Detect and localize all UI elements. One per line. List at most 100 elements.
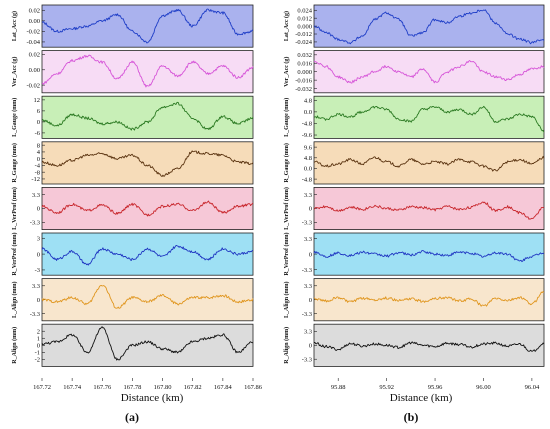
x-tick-label: 167.80 [154,384,172,391]
y-tick-label: 0 [309,206,312,213]
y-tick-label: 3.3 [304,329,312,336]
x-tick-label: 167.82 [184,384,202,391]
y-tick-label: -12 [31,176,40,183]
series-line [313,291,545,307]
y-tick-label: -0.024 [295,39,313,46]
y-tick-label: 3.3 [32,192,40,199]
series-line [41,245,254,266]
y-tick-label: 12 [34,97,41,104]
y-axis-label: L_VerProf (mm) [11,187,18,230]
y-tick-label: 8 [37,142,40,149]
y-tick-label: -0.02 [26,82,40,89]
subplot-b-7: 3.3 0 -3.3 L_Align (mm) [283,278,545,322]
y-tick-label: -0.016 [295,77,313,84]
y-tick-label: 3.3 [304,283,312,290]
series-line [41,150,254,177]
y-tick-label: -8 [35,169,40,176]
subplot-b-5: 3.3 0 -3.3 L_VerProf (mm) [283,186,545,230]
x-axis-label-a: Distance (km) [121,392,184,404]
series-line [41,200,254,217]
y-tick-label: 0.000 [297,23,312,30]
y-tick-label: 0.02 [29,52,40,59]
subplot-a-7: 3.3 0 -3.3 L_Align (mm) [11,278,254,322]
y-tick-label: 4.8 [304,155,312,162]
subplot-a-5: 3.3 0 -3.3 L_VerProf (mm) [11,186,254,230]
y-tick-label: -9.6 [302,132,313,139]
y-tick-label: -3.3 [302,220,312,227]
series-line [41,54,254,88]
y-tick-label: -3.3 [302,311,312,318]
y-tick-label: 1 [37,335,40,342]
subplot-a-8: 210-1-2 R_Align (mm) [11,323,254,367]
y-tick-label: 0.0 [304,166,312,173]
y-tick-label: 0 [37,297,40,304]
series-line [313,60,545,84]
plot-area [313,232,545,276]
subplot-a-3: 12 6 0 -6 L_Gauge (mm) [11,95,254,139]
y-axis-label: L_Gauge (mm) [283,98,290,137]
y-axis-label: L_Gauge (mm) [11,98,18,137]
panel-label-a: (a) [125,410,139,424]
y-tick-label: -4.8 [302,121,312,128]
y-axis-label: Ver_Acc (g) [283,57,290,87]
y-tick-label: 0.02 [29,7,40,14]
y-axis-label: R_VerProf (mm) [283,233,290,276]
x-tick-label: 167.86 [244,384,263,391]
series-line [41,284,254,309]
plot-area [313,50,545,94]
plot-area [41,95,254,139]
y-tick-label: 0 [309,343,312,350]
y-axis-label: R_VerProf (mm) [11,233,18,276]
y-tick-label: 3.3 [32,283,40,290]
y-axis-label: Lat_Acc (g) [283,11,290,41]
y-tick-label: 0.00 [29,18,40,25]
y-tick-label: 6 [37,108,41,115]
series-line [41,8,254,44]
y-tick-label: 0.0 [304,109,312,116]
plot-area [313,95,545,139]
y-axis-label: R_Align (mm) [11,327,18,364]
y-tick-label: 0.012 [297,15,312,22]
x-tick-label: 95.92 [379,384,394,391]
y-tick-label: 9.6 [304,144,313,151]
y-tick-label: 3.3 [304,192,312,199]
x-tick-label: 167.78 [123,384,141,391]
y-tick-label: -1 [35,350,40,357]
subplot-a-2: 0.02 0.00 -0.02 Ver_Acc (g) [11,50,254,94]
y-tick-label: -3.3 [30,311,40,318]
subplot-b-6: 3.3 0 -3.3 R_VerProf (mm) [283,232,545,276]
y-axis-label: Lat_Acc (g) [11,11,18,41]
plot-area [41,278,254,322]
y-tick-label: 0.032 [297,52,312,59]
y-tick-label: -2 [35,357,40,364]
plot-area [41,232,254,276]
x-tick-label: 96.00 [476,384,491,391]
y-tick-label: 0 [37,156,40,163]
plot-area [313,4,545,48]
plot-area [313,141,545,185]
y-tick-label: -3.3 [302,356,312,363]
y-tick-label: -4.8 [302,176,312,183]
y-tick-label: -3 [35,267,40,274]
y-axis-label: R_Gauge (mm) [11,143,18,183]
series-line [313,341,545,352]
subplot-b-3: 4.8 0.0 -4.8 -9.6 L_Gauge (mm) [283,95,545,139]
y-tick-label: 0.024 [297,7,312,14]
y-tick-label: 0 [309,251,312,258]
y-tick-label: 2 [37,328,40,335]
series-line [313,155,545,172]
subplot-b-8: 3.3 0 -3.3 R_Align (mm) [283,323,545,367]
x-axis-label-b: Distance (km) [390,392,453,404]
x-axes: 167.72 167.74 167.76 167.78 167.80 167.82 167.… [33,378,540,391]
y-tick-label: -0.032 [295,86,312,93]
y-axis-label: L_Align (mm) [283,281,290,318]
x-tick-label: 167.74 [63,384,82,391]
x-tick-label: 95.88 [331,384,346,391]
y-tick-label: 0.00 [29,67,40,74]
series-line [41,101,254,131]
subplot-a-4: 840-4-8-12 R_Gauge (mm) [11,141,254,185]
y-axis-label: R_Gauge (mm) [283,143,290,183]
y-tick-label: -0.02 [26,29,40,36]
